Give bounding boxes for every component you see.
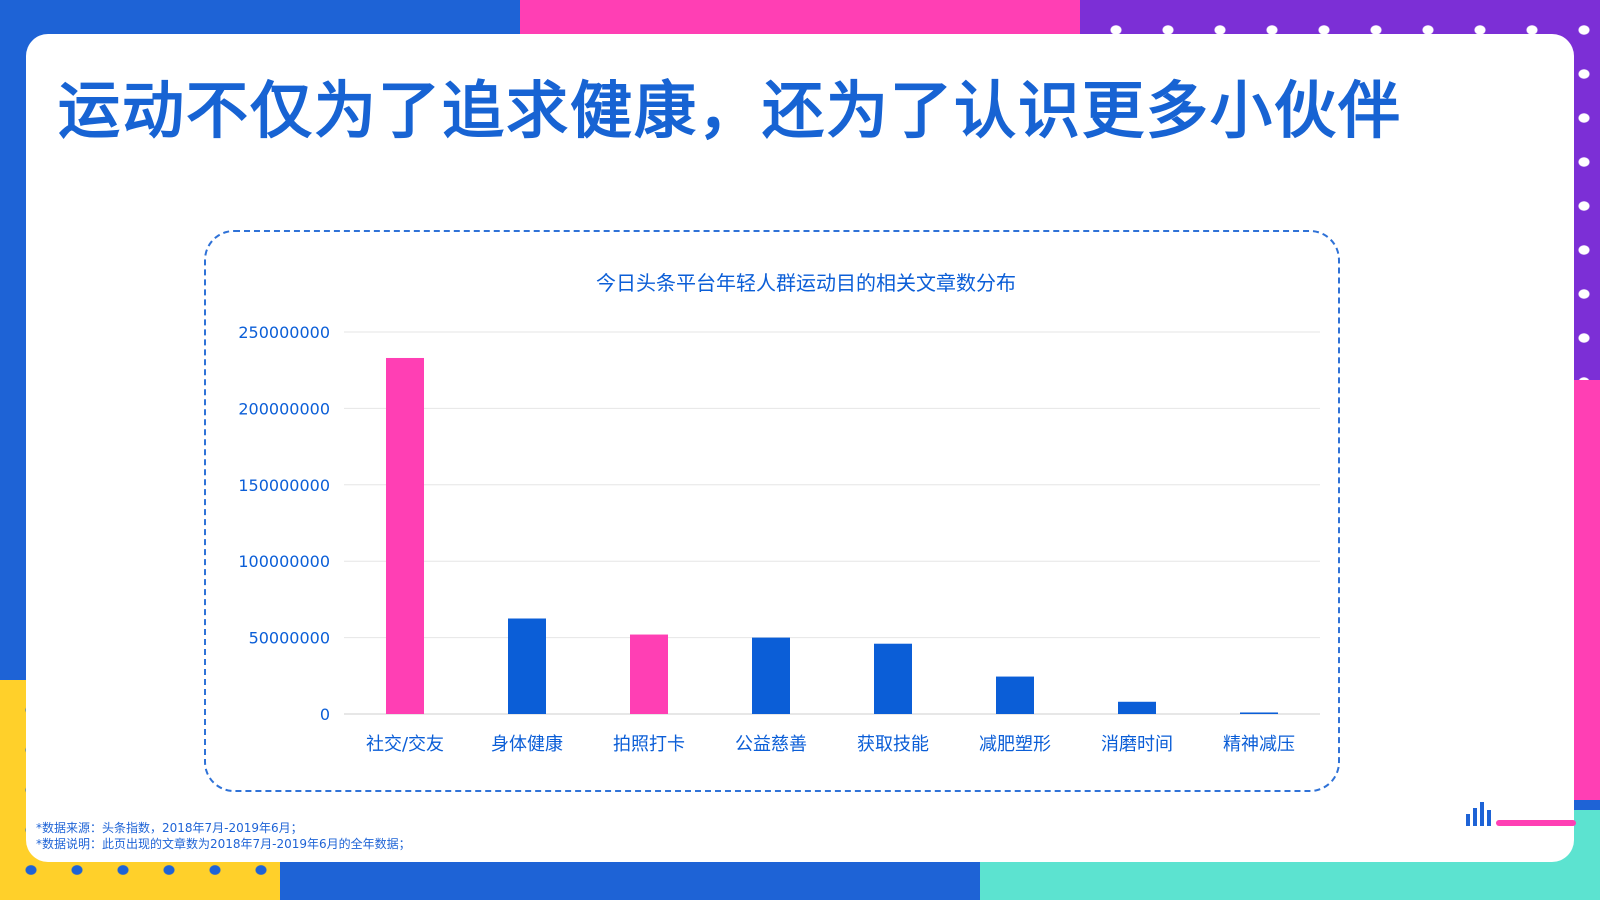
footnotes: *数据来源：头条指数，2018年7月-2019年6月； *数据说明：此页出现的文… bbox=[36, 820, 411, 852]
x-tick-label: 社交/交友 bbox=[366, 734, 444, 755]
bar bbox=[386, 357, 424, 714]
x-axis-labels: 社交/交友 身体健康 拍照打卡 公益慈善 获取技能 减肥塑形 消磨时间 精神减压 bbox=[366, 734, 1295, 755]
y-tick-label: 0 bbox=[320, 705, 330, 724]
y-tick-label: 150000000 bbox=[238, 476, 330, 495]
x-tick-label: 获取技能 bbox=[857, 734, 929, 755]
y-axis-ticks: 250000000 200000000 150000000 100000000 5000… bbox=[238, 323, 330, 724]
x-tick-label: 拍照打卡 bbox=[613, 734, 685, 755]
slide-card: 运动不仅为了追求健康，还为了认识更多小伙伴 今日头条平台年轻人群运动目的相关文章… bbox=[26, 34, 1574, 862]
y-tick-label: 250000000 bbox=[238, 323, 330, 342]
bars bbox=[386, 357, 1278, 714]
grid-lines bbox=[344, 331, 1320, 715]
bar-chart: 今日头条平台年轻人群运动目的相关文章数分布 250000000 200000000… bbox=[238, 271, 1320, 755]
bar bbox=[752, 637, 790, 714]
y-tick-label: 200000000 bbox=[238, 399, 330, 418]
y-tick-label: 100000000 bbox=[238, 552, 330, 571]
footnote-note: *数据说明：此页出现的文章数为2018年7月-2019年6月的全年数据； bbox=[36, 837, 411, 851]
chart-frame: 今日头条平台年轻人群运动目的相关文章数分布 250000000 200000000… bbox=[204, 230, 1340, 792]
y-tick-label: 50000000 bbox=[249, 629, 330, 648]
chart-title: 今日头条平台年轻人群运动目的相关文章数分布 bbox=[596, 271, 1016, 295]
x-tick-label: 消磨时间 bbox=[1101, 734, 1173, 755]
x-tick-label: 身体健康 bbox=[491, 734, 563, 755]
bar-logo-icon bbox=[1466, 802, 1576, 826]
bar bbox=[1240, 712, 1278, 714]
x-tick-label: 精神减压 bbox=[1223, 734, 1295, 755]
bar bbox=[874, 643, 912, 714]
footnote-source: *数据来源：头条指数，2018年7月-2019年6月； bbox=[36, 821, 303, 835]
x-tick-label: 公益慈善 bbox=[735, 734, 807, 755]
bar bbox=[1118, 701, 1156, 714]
x-tick-label: 减肥塑形 bbox=[979, 734, 1051, 755]
bar bbox=[996, 676, 1034, 714]
bar bbox=[630, 634, 668, 714]
page-title: 运动不仅为了追求健康，还为了认识更多小伙伴 bbox=[58, 74, 1403, 147]
bar bbox=[508, 618, 546, 714]
